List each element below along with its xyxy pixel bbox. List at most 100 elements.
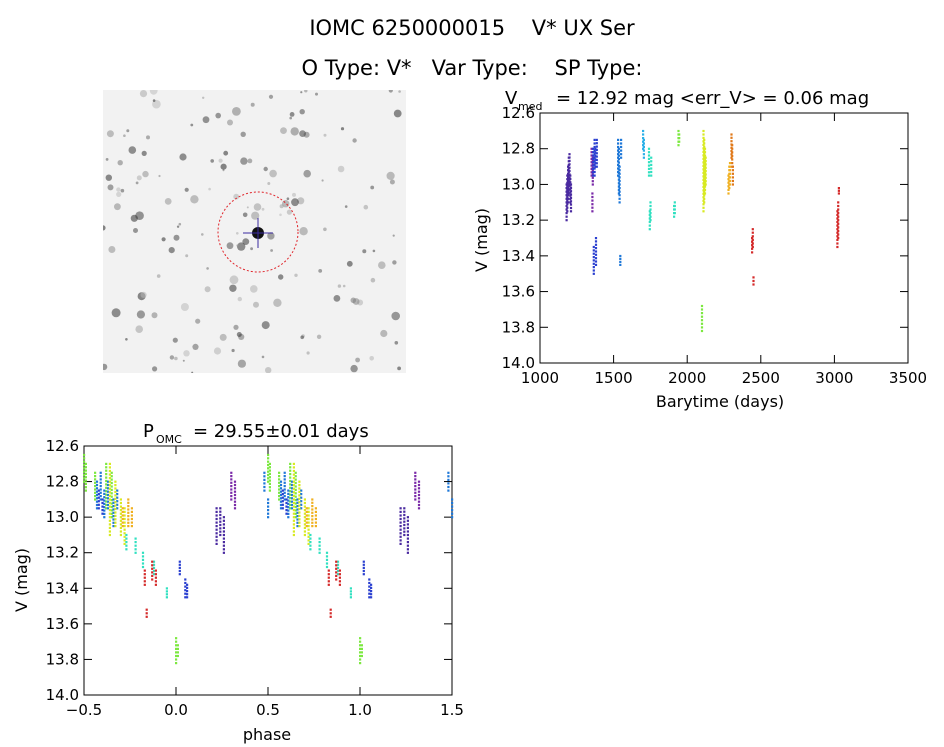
phased-curve-data-point <box>417 493 421 497</box>
field-star <box>386 171 395 180</box>
phased-curve-data-point <box>99 481 102 484</box>
light-curve-data-point <box>567 181 570 184</box>
phased-curve-data-point <box>105 473 108 476</box>
phased-curve-data-point <box>298 480 301 483</box>
light-curve-data-point <box>617 138 620 141</box>
light-curve-y-tick-label: 13.6 <box>502 283 535 301</box>
light-curve-data-point <box>594 263 598 266</box>
field-star <box>152 366 158 372</box>
phased-curve-data-point <box>143 583 146 586</box>
phased-curve-data-point <box>134 544 137 547</box>
field-star <box>135 325 143 333</box>
phased-curve-data-point <box>292 519 295 522</box>
light-curve-data-point <box>700 322 704 325</box>
phased-curve-data-point <box>292 484 295 487</box>
light-curve-data-point <box>673 212 676 215</box>
phased-curve-data-point <box>267 463 270 467</box>
phased-curve-data-point <box>300 503 303 506</box>
light-curve-data-point <box>702 196 705 199</box>
phased-curve-data-point <box>327 576 330 579</box>
phased-curve-data-point <box>307 514 310 517</box>
light-curve-data-point <box>650 156 653 159</box>
phased-curve-data-point <box>359 654 362 658</box>
light-curve-data-point <box>837 204 840 208</box>
phased-curve-data-point <box>278 498 281 501</box>
light-curve-data-point <box>568 156 571 159</box>
field-star <box>183 350 190 357</box>
light-curve-y-tick-label: 12.6 <box>502 104 535 122</box>
phased-curve-data-point <box>303 533 306 537</box>
phased-curve-data-point <box>294 471 297 474</box>
phased-curve-data-point <box>267 498 270 501</box>
light-curve-xlabel: Barytime (days) <box>656 392 784 411</box>
phased-curve-data-point <box>103 492 106 495</box>
phased-curve-data-point <box>233 503 237 507</box>
phased-curve-data-point <box>298 507 301 511</box>
light-curve-y-tick-label: 13.8 <box>502 318 535 336</box>
field-star <box>263 166 268 172</box>
phased-curve-data-point <box>360 654 363 658</box>
phased-curve-data-point <box>263 485 266 489</box>
light-curve-data-point <box>595 145 598 148</box>
phased-curve-data-point <box>338 583 341 586</box>
phased-curve-data-point <box>114 484 117 487</box>
phased-curve-data-point <box>307 517 310 521</box>
field-star <box>323 227 327 232</box>
field-star <box>117 160 123 166</box>
field-star <box>242 212 248 218</box>
light-curve-data-point <box>590 151 593 154</box>
light-curve-data-point <box>703 142 706 145</box>
phased-curve-data-point <box>447 482 450 485</box>
phased-curve-data-point <box>151 560 154 563</box>
phased-curve-data-point <box>414 478 417 481</box>
light-curve-data-point <box>569 206 573 210</box>
phased-curve-data-point <box>300 489 303 492</box>
phased-curve-data-point <box>233 487 237 490</box>
phased-curve-data-point <box>233 493 237 497</box>
phased-curve-data-point <box>279 483 283 487</box>
phased-curve-y-tick-label: 13.2 <box>46 544 79 562</box>
light-curve-data-point <box>703 166 706 169</box>
phased-curve-data-point <box>108 473 111 476</box>
light-curve-data-point <box>703 163 706 166</box>
light-curve-data-point <box>590 167 593 170</box>
light-curve-data-point <box>647 157 651 160</box>
phased-curve-data-point <box>108 491 111 494</box>
light-curve-data-point <box>618 187 621 190</box>
light-curve-data-point <box>595 138 598 141</box>
phased-curve-data-point <box>215 528 218 531</box>
phased-curve-data-point <box>287 509 290 512</box>
light-curve-data-point <box>595 142 598 145</box>
light-curve-data-point <box>567 185 570 188</box>
phased-curve-data-point <box>279 490 283 493</box>
phased-curve-data-point <box>399 510 402 513</box>
phased-curve-data-point <box>311 511 314 514</box>
phased-curve-data-point <box>307 535 310 538</box>
phased-curve-data-point <box>99 488 102 491</box>
phased-curve-data-point <box>110 512 113 515</box>
phased-curve-data-point <box>119 512 122 515</box>
light-curve-data-point <box>592 164 595 167</box>
phased-curve-data-point <box>327 573 330 576</box>
phased-curve-data-point <box>267 460 270 463</box>
phased-curve-data-point <box>103 499 106 502</box>
field-star <box>179 153 187 161</box>
light-curve-data-point <box>678 137 681 140</box>
phased-curve-data-point <box>215 517 218 521</box>
field-star <box>363 204 369 210</box>
phased-curve-data-point <box>406 537 409 540</box>
field-star <box>106 130 114 138</box>
light-curve-data-point <box>650 170 653 174</box>
phased-curve-data-point <box>83 470 86 473</box>
phased-curve-data-point <box>327 580 330 583</box>
phased-curve-data-point <box>143 569 146 572</box>
phased-curve-data-point <box>219 517 222 520</box>
light-curve-data-point <box>591 180 594 183</box>
phased-curve-data-point <box>406 551 409 554</box>
light-curve-data-point <box>569 184 572 187</box>
phased-curve-data-point <box>176 654 179 658</box>
light-curve-data-point <box>567 183 570 186</box>
phased-curve-data-point <box>290 483 294 487</box>
phased-curve-data-point <box>263 475 266 478</box>
phased-curve-data-point <box>186 596 189 599</box>
